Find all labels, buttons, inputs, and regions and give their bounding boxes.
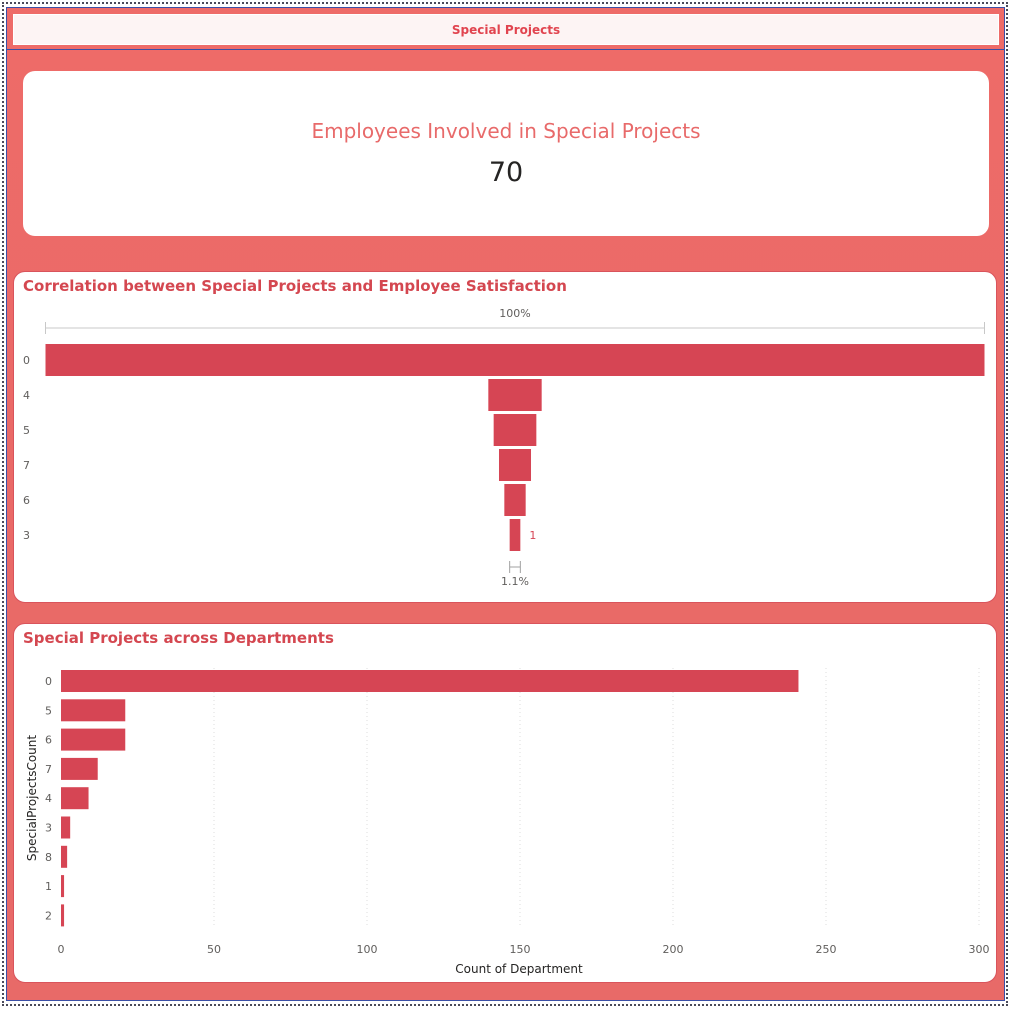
bar-x-tick-label: 0	[58, 943, 65, 956]
bar	[61, 904, 65, 927]
bar-category-label: 7	[45, 763, 52, 776]
bar	[61, 728, 126, 751]
kpi-value: 70	[488, 157, 524, 188]
funnel-category-label: 0	[23, 354, 30, 367]
funnel-category-label: 6	[23, 494, 30, 507]
funnel-bottom-percent: 1.1%	[501, 575, 529, 588]
bar-category-label: 3	[45, 822, 52, 835]
bar-category-label: 1	[45, 880, 52, 893]
kpi-card[interactable]: Employees Involved in Special Projects 7…	[23, 71, 989, 236]
bar-x-tick-label: 300	[969, 943, 990, 956]
funnel-top-percent: 100%	[499, 307, 530, 320]
bar-y-axis-title: SpecialProjectsCount	[25, 735, 39, 861]
bar-category-label: 8	[45, 851, 52, 864]
funnel-bar	[498, 449, 532, 481]
bar-chart-title: Special Projects across Departments	[23, 629, 334, 647]
funnel-bar	[45, 344, 985, 376]
funnel-value-label: 1	[529, 529, 536, 542]
bar-category-label: 0	[45, 675, 52, 688]
funnel-bar	[504, 484, 526, 516]
funnel-bar	[509, 519, 521, 551]
bar	[61, 670, 799, 692]
bar-x-tick-label: 50	[207, 943, 221, 956]
bar-chart: 0 50 100 150 200 250 300 0 5 6 7 4 3 8 1 2 Count of Depa…	[25, 668, 990, 976]
page-title-box: Special Projects	[13, 14, 999, 45]
bar-category-label: 4	[45, 792, 52, 805]
funnel-bar	[488, 379, 542, 411]
funnel-bar	[493, 414, 537, 446]
bar-x-axis-title: Count of Department	[455, 962, 583, 976]
bar-category-label: 2	[45, 909, 52, 922]
bar-x-tick-label: 250	[816, 943, 837, 956]
funnel-category-label: 3	[23, 529, 30, 542]
funnel-category-label: 7	[23, 459, 30, 472]
bar-x-tick-label: 200	[663, 943, 684, 956]
bar	[61, 787, 89, 810]
funnel-category-label: 4	[23, 389, 30, 402]
bar-chart-card[interactable]: Special Projects across Departments 0 50 1…	[13, 623, 997, 983]
bar	[61, 757, 98, 780]
page-title: Special Projects	[451, 22, 561, 37]
funnel-chart: 100% 0 4 5 7 6 3 1 1.1%	[23, 307, 985, 588]
bar-category-label: 6	[45, 734, 52, 747]
funnel-category-label: 5	[23, 424, 30, 437]
bar	[61, 845, 68, 868]
bar-x-tick-label: 100	[357, 943, 378, 956]
funnel-chart-title: Correlation between Special Projects and…	[23, 277, 567, 295]
bar	[61, 816, 71, 839]
bar-category-label: 5	[45, 704, 52, 717]
funnel-chart-card[interactable]: Correlation between Special Projects and…	[13, 271, 997, 603]
kpi-label: Employees Involved in Special Projects	[311, 119, 701, 143]
bar	[61, 875, 65, 898]
bar	[61, 699, 126, 722]
bar-x-tick-label: 150	[510, 943, 531, 956]
